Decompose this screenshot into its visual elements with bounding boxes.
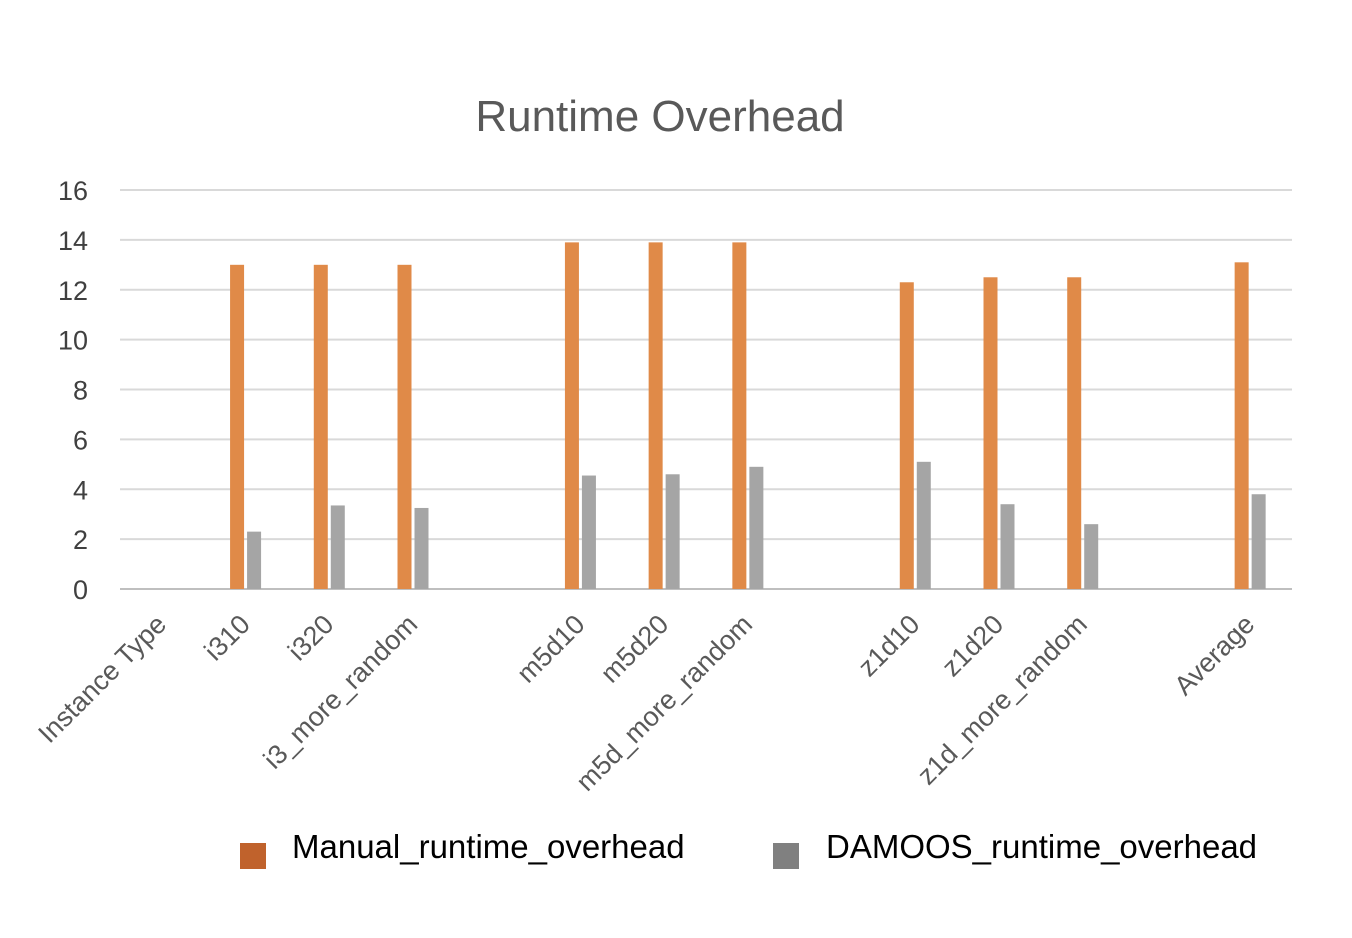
bar-damoos-i3_more_random [414,507,429,589]
bar-manual-i310 [230,264,245,589]
y-tick-label: 16 [58,176,88,206]
y-tick-label: 0 [73,575,88,605]
gridlines [120,189,1292,590]
x-tick-label: m5d20 [595,609,675,689]
bar-manual-i3_more_random [397,264,412,589]
y-tick-label: 12 [58,276,88,306]
legend-swatch [773,843,799,869]
bar-damoos-i310 [247,531,262,589]
x-tick-label: z1d10 [852,609,925,682]
bar-damoos-Average [1251,494,1266,589]
bar-manual-m5d20 [648,242,663,589]
x-tick-label: i3_more_random [258,609,424,775]
bar-manual-m5d_more_random [732,242,747,589]
bar-damoos-z1d_more_random [1084,524,1099,589]
bar-damoos-i320 [330,505,345,589]
y-tick-label: 6 [73,425,88,455]
y-tick-label: 8 [73,376,88,406]
bar-manual-i320 [313,264,328,589]
y-axis-ticks: 0 2 4 6 8 10 12 14 16 [58,176,88,605]
bar-damoos-m5d10 [581,475,596,589]
x-tick-label: Average [1168,609,1260,701]
x-tick-label: i310 [199,609,256,666]
chart-title: Runtime Overhead [475,92,844,141]
bar-damoos-z1d10 [916,461,931,589]
y-tick-label: 4 [73,475,88,505]
y-tick-label: 2 [73,525,88,555]
bar-manual-z1d_more_random [1067,277,1082,589]
bar-manual-Average [1234,262,1249,589]
x-tick-label: z1d20 [936,609,1009,682]
legend-label: Manual_runtime_overhead [292,828,685,865]
bar-manual-m5d10 [564,242,579,589]
x-tick-label: m5d10 [511,609,591,689]
bar-manual-z1d10 [899,282,914,589]
bar-damoos-m5d20 [665,474,680,589]
bar-damoos-z1d20 [1000,504,1015,589]
x-tick-label: Instance Type [32,609,172,749]
legend-label: DAMOOS_runtime_overhead [826,828,1257,865]
x-tick-label: i320 [282,609,339,666]
y-tick-label: 10 [58,326,88,356]
bar-manual-z1d20 [983,277,998,589]
bars [230,242,1266,589]
legend: Manual_runtime_overhead DAMOOS_runtime_ov… [240,828,1257,869]
bar-damoos-m5d_more_random [749,466,764,589]
y-tick-label: 14 [58,226,88,256]
legend-swatch [240,843,266,869]
